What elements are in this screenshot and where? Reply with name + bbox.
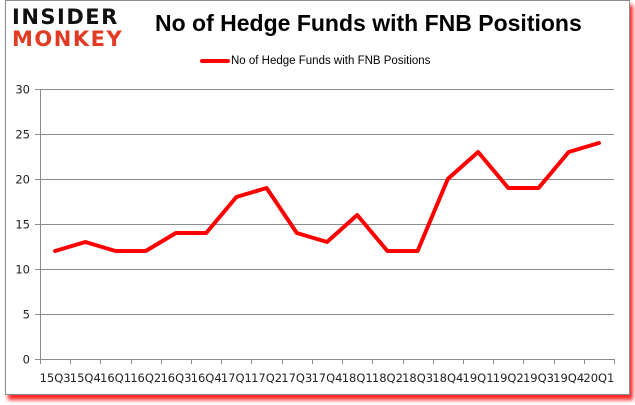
x-tick-label: 19Q1 xyxy=(463,371,494,385)
x-tick-label: 16Q3 xyxy=(160,371,191,385)
chart-frame xyxy=(5,0,630,395)
x-tick-label: 17Q1 xyxy=(221,371,252,385)
x-tick-label: 17Q3 xyxy=(281,371,312,385)
x-tick-label: 18Q3 xyxy=(402,371,433,385)
x-tick-label: 16Q2 xyxy=(130,371,161,385)
x-tick-label: 15Q4 xyxy=(70,371,101,385)
y-tick-label: 0 xyxy=(23,353,30,367)
x-tick-label: 16Q4 xyxy=(191,371,222,385)
x-tick-label: 18Q1 xyxy=(342,371,373,385)
series-line-hedge-funds xyxy=(53,141,601,253)
chart-legend: No of Hedge Funds with FNB Positions xyxy=(200,53,430,69)
chart-title: No of Hedge Funds with FNB Positions xyxy=(155,10,582,36)
legend-line-swatch xyxy=(200,59,230,63)
y-tick-label: 5 xyxy=(23,308,30,322)
x-tick-label: 17Q4 xyxy=(311,371,342,385)
x-tick-label: 16Q1 xyxy=(100,371,131,385)
y-tick-label: 10 xyxy=(15,263,30,277)
x-tick-label: 18Q4 xyxy=(432,371,463,385)
x-tick-label: 19Q3 xyxy=(523,371,554,385)
legend-label: No of Hedge Funds with FNB Positions xyxy=(231,55,431,67)
x-tick-label: 15Q3 xyxy=(40,371,71,385)
y-tick-label: 15 xyxy=(15,218,30,232)
x-tick-label: 18Q2 xyxy=(372,371,403,385)
x-tick-label: 19Q4 xyxy=(553,371,584,385)
x-tick-label: 19Q2 xyxy=(493,371,524,385)
x-tick-label: 20Q1 xyxy=(583,371,614,385)
insider-monkey-logo: INSIDER MONKEY xyxy=(12,5,144,51)
y-tick-label: 20 xyxy=(15,173,30,187)
y-tick-label: 25 xyxy=(15,128,30,142)
logo-text-insider: INSIDER xyxy=(12,5,119,29)
y-tick-label: 30 xyxy=(15,83,30,97)
x-tick-label: 17Q2 xyxy=(251,371,282,385)
logo-text-monkey: MONKEY xyxy=(12,27,124,51)
